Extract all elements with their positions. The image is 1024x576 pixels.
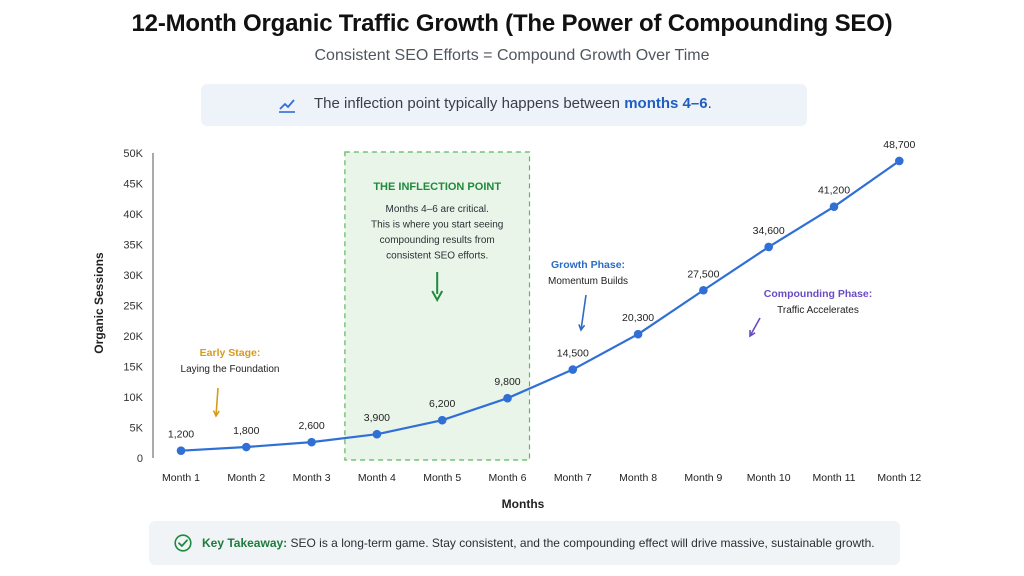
chart-title: 12-Month Organic Traffic Growth (The Pow… bbox=[131, 10, 893, 37]
callout-highlight: months 4–6 bbox=[624, 95, 708, 112]
y-tick-label: 50K bbox=[123, 148, 143, 160]
y-tick-label: 10K bbox=[123, 392, 143, 404]
data-point bbox=[699, 285, 708, 295]
inflection-line: This is where you start seeing bbox=[371, 220, 503, 231]
key-takeaway: Key Takeaway: SEO is a long-term game. S… bbox=[149, 521, 900, 565]
y-tick-label: 40K bbox=[123, 209, 143, 221]
inflection-line: Months 4–6 are critical. bbox=[386, 204, 489, 215]
y-tick-label: 15K bbox=[123, 362, 143, 374]
inflection-line: consistent SEO efforts. bbox=[386, 251, 488, 262]
data-label: 6,200 bbox=[429, 398, 455, 410]
annotation-growth-title: Growth Phase: bbox=[551, 259, 625, 271]
data-point bbox=[764, 242, 773, 252]
data-label: 1,800 bbox=[233, 425, 259, 437]
data-point bbox=[568, 365, 578, 374]
annotation-early-arrowhead bbox=[212, 410, 220, 418]
data-point bbox=[242, 442, 251, 452]
x-tick-label: Month 4 bbox=[358, 472, 396, 484]
x-tick-label: Month 7 bbox=[554, 472, 592, 484]
takeaway-text: Key Takeaway: SEO is a long-term game. S… bbox=[202, 536, 875, 550]
data-point bbox=[633, 329, 643, 339]
y-tick-label: 45K bbox=[123, 179, 143, 191]
data-label: 27,500 bbox=[687, 268, 719, 280]
check-circle-icon bbox=[174, 534, 192, 552]
data-label: 48,700 bbox=[883, 139, 915, 151]
y-tick-label: 20K bbox=[123, 331, 143, 343]
inflection-title: THE INFLECTION POINT bbox=[373, 181, 501, 193]
data-point bbox=[307, 437, 316, 447]
annotation-compound-arrowhead bbox=[749, 329, 756, 338]
takeaway-label: Key Takeaway: bbox=[202, 536, 288, 550]
annotation-compound-text: Traffic Accelerates bbox=[777, 305, 859, 316]
y-tick-label: 30K bbox=[123, 270, 143, 282]
x-tick-label: Month 9 bbox=[684, 472, 722, 484]
annotation-growth-arrowhead bbox=[578, 324, 586, 332]
x-tick-label: Month 5 bbox=[423, 472, 461, 484]
data-label: 41,200 bbox=[818, 185, 850, 197]
annotation-early-arrow bbox=[215, 387, 219, 417]
inflection-arrow-head bbox=[431, 290, 444, 303]
data-label: 3,900 bbox=[364, 412, 390, 424]
data-label: 2,600 bbox=[298, 420, 324, 432]
annotation-early-title: Early Stage: bbox=[200, 347, 261, 359]
annotation-early-text: Laying the Foundation bbox=[181, 364, 280, 375]
inflection-line: compounding results from bbox=[380, 235, 495, 246]
data-label: 14,500 bbox=[557, 348, 589, 360]
annotation-growth-text: Momentum Builds bbox=[548, 276, 628, 287]
data-label: 1,200 bbox=[168, 429, 194, 441]
x-tick-label: Month 2 bbox=[227, 472, 265, 484]
inflection-region bbox=[344, 151, 531, 461]
y-tick-label: 0 bbox=[137, 453, 143, 465]
annotation-compound-title: Compounding Phase: bbox=[764, 288, 873, 300]
annotation-compound-arrow bbox=[749, 317, 761, 337]
data-point bbox=[503, 393, 512, 403]
x-tick-label: Month 8 bbox=[619, 472, 657, 484]
data-point bbox=[437, 415, 447, 425]
data-label: 20,300 bbox=[622, 312, 654, 324]
y-tick-label: 35K bbox=[123, 240, 143, 252]
x-tick-label: Month 12 bbox=[877, 472, 921, 484]
trend-line-icon bbox=[279, 99, 295, 113]
data-label: 9,800 bbox=[494, 376, 520, 388]
x-tick-label: Month 1 bbox=[162, 472, 200, 484]
annotation-growth-arrow bbox=[580, 294, 587, 331]
x-tick-label: Month 10 bbox=[747, 472, 791, 484]
series-line bbox=[180, 160, 900, 452]
data-point bbox=[372, 429, 382, 439]
inflection-callout: The inflection point typically happens b… bbox=[201, 84, 807, 126]
chart-subtitle: Consistent SEO Efforts = Compound Growth… bbox=[314, 47, 710, 64]
data-point bbox=[829, 202, 839, 211]
y-tick-label: 25K bbox=[123, 301, 143, 313]
callout-text: The inflection point typically happens b… bbox=[314, 95, 712, 112]
x-axis-label: Months bbox=[502, 497, 545, 511]
y-tick-label: 5K bbox=[130, 423, 144, 435]
x-tick-label: Month 3 bbox=[293, 472, 331, 484]
data-label: 34,600 bbox=[753, 225, 785, 237]
data-point bbox=[895, 156, 904, 166]
x-tick-label: Month 6 bbox=[489, 472, 527, 484]
data-point bbox=[176, 446, 186, 455]
y-axis-label: Organic Sessions bbox=[92, 252, 106, 354]
x-tick-label: Month 11 bbox=[813, 472, 856, 484]
